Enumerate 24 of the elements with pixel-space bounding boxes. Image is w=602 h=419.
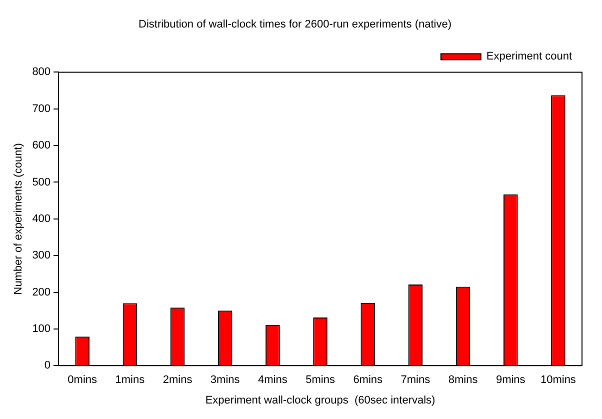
- chart-title: Distribution of wall-clock times for 2600-run experiments (native): [138, 18, 452, 31]
- y-tick-label: 400: [32, 212, 51, 225]
- x-tick-label: 2mins: [162, 374, 193, 386]
- x-tick-label: 0mins: [68, 374, 98, 386]
- x-tick-label: 6mins: [353, 374, 384, 386]
- x-tick-label: 10mins: [540, 374, 576, 386]
- y-tick-label: 800: [32, 66, 51, 78]
- x-tick-label: 8mins: [448, 374, 478, 386]
- y-axis-title: Number of experiments (count): [12, 143, 25, 295]
- y-tick-label: 200: [32, 286, 51, 298]
- legend-label: Experiment count: [486, 50, 572, 63]
- x-tick-label: 1mins: [115, 374, 146, 386]
- y-tick-label: 0: [44, 360, 51, 372]
- x-tick-label: 3mins: [210, 374, 240, 386]
- y-tick-label: 700: [32, 102, 51, 115]
- y-tick-label: 100: [32, 322, 51, 335]
- x-tick-label: 9mins: [496, 374, 526, 386]
- y-tick-label: 500: [32, 176, 51, 188]
- x-axis-title: Experiment wall-clock groups (60sec intervals): [205, 394, 436, 406]
- x-tick-label: 5mins: [306, 374, 336, 386]
- x-tick-label: 4mins: [258, 374, 288, 386]
- x-tick-label: 7mins: [400, 374, 431, 386]
- y-tick-label: 300: [32, 250, 51, 262]
- y-tick-label: 600: [32, 140, 51, 152]
